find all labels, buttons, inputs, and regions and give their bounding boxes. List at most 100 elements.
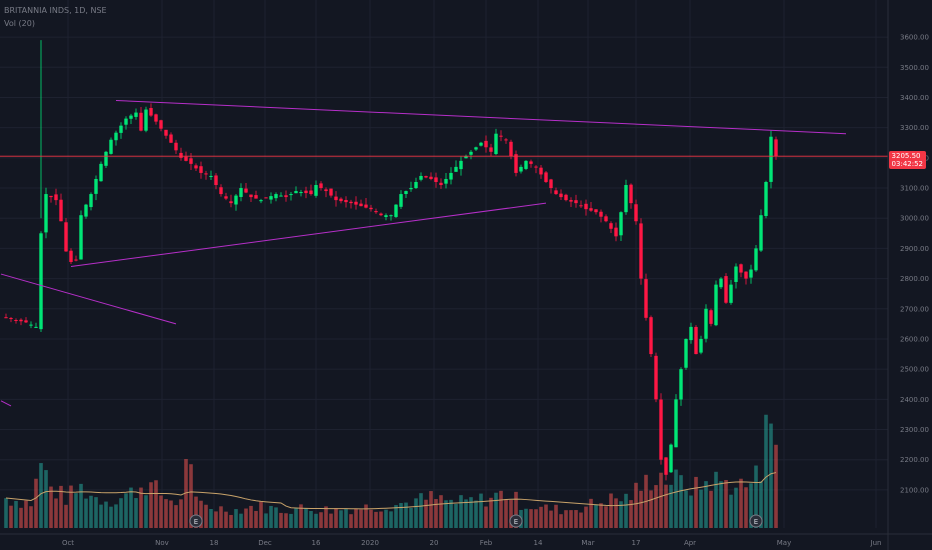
volume-bar [34, 478, 38, 528]
x-tick-label: 20 [430, 539, 439, 547]
candle-body [589, 208, 593, 211]
x-tick-label: 17 [632, 539, 641, 547]
candle-body [759, 215, 763, 251]
earnings-circle [749, 514, 763, 528]
x-tick-label: 18 [210, 539, 219, 547]
candle-body [379, 213, 383, 216]
candle-body [124, 118, 128, 125]
volume-bar [114, 504, 118, 528]
volume-bar [619, 501, 623, 528]
volume-bar [69, 485, 73, 528]
volume-bar [524, 508, 528, 528]
volume-bar [494, 492, 498, 528]
volume-bar [349, 514, 353, 528]
candle-body [624, 185, 628, 213]
candle-body [454, 166, 458, 172]
volume-bar [759, 481, 763, 528]
volume-bar [584, 506, 588, 528]
candle-body [434, 177, 438, 182]
candle-body [594, 209, 598, 213]
volume-bar [669, 484, 673, 528]
volume-bar [239, 513, 243, 528]
volume-bar [714, 471, 718, 528]
volume-bar [189, 464, 193, 528]
volume-bar [459, 495, 463, 528]
volume-bar [59, 485, 63, 528]
candle-body [329, 188, 333, 196]
volume-bar [39, 463, 43, 528]
earnings-marker[interactable]: E [189, 514, 203, 528]
candle-body [214, 175, 218, 186]
y-tick-label: 2700.00 [900, 305, 929, 313]
volume-bar [439, 495, 443, 528]
volume-bar [679, 475, 683, 528]
candle-body [734, 266, 738, 282]
candle-body [534, 166, 538, 168]
candle-body [619, 212, 623, 236]
volume-bar [364, 504, 368, 528]
candle-body [604, 216, 608, 222]
volume-bar [149, 482, 153, 528]
volume-bar [539, 506, 543, 528]
volume-bar [319, 512, 323, 528]
volume-bar [639, 490, 643, 528]
volume-bar [179, 499, 183, 528]
candle-body [294, 191, 298, 194]
candle-body [574, 200, 578, 204]
volume-bar [579, 512, 583, 528]
volume-bar [164, 499, 168, 528]
volume-bar [249, 505, 253, 528]
volume-bar [269, 505, 273, 528]
candle-body [24, 320, 28, 323]
candle-body [279, 195, 283, 197]
candle-body [719, 278, 723, 288]
candle-body [359, 203, 363, 207]
volume-bar [559, 514, 563, 528]
candle-body [139, 112, 143, 131]
candle-body [119, 125, 123, 133]
volume-bar [704, 481, 708, 528]
candle-body [399, 194, 403, 207]
volume-bar [709, 490, 713, 528]
volume-legend[interactable]: Vol (20) [4, 19, 35, 28]
candle-body [669, 444, 673, 473]
candle-body [199, 166, 203, 173]
grid [0, 0, 888, 528]
candle-body [219, 187, 223, 195]
candle-body [504, 139, 508, 141]
earnings-marker[interactable]: E [509, 514, 523, 528]
candle-body [514, 154, 518, 173]
volume-bar [289, 513, 293, 528]
volume-bar [299, 504, 303, 528]
candle-body [74, 259, 78, 261]
y-tick-label: 3000.00 [900, 215, 929, 223]
x-tick-label: Mar [581, 539, 594, 547]
candle-body [754, 248, 758, 271]
candle-body [259, 200, 263, 202]
volume-ma-line [5, 472, 777, 510]
candle-body [564, 194, 568, 201]
candle-body [374, 211, 378, 213]
volume-bar [589, 498, 593, 528]
volume-bar [449, 499, 453, 528]
volume-bar [204, 504, 208, 528]
earnings-marker[interactable]: E [749, 514, 763, 528]
volume-bar [614, 498, 618, 528]
candle-body [459, 160, 463, 170]
candle-body [714, 284, 718, 326]
x-tick-label: Apr [684, 539, 696, 547]
candle-body [474, 147, 478, 150]
candle-body [494, 133, 498, 155]
candle-body [234, 195, 238, 205]
volume-bar [729, 494, 733, 528]
volume-bar [274, 507, 278, 528]
volume-bar [79, 483, 83, 528]
candle-body [579, 205, 583, 207]
volume-bar [569, 510, 573, 528]
symbol-legend[interactable]: BRITANNIA INDS, 1D, NSE [4, 6, 107, 15]
volume-bar [279, 512, 283, 528]
volume-bar [744, 487, 748, 528]
x-tick-label: Jun [870, 539, 882, 547]
